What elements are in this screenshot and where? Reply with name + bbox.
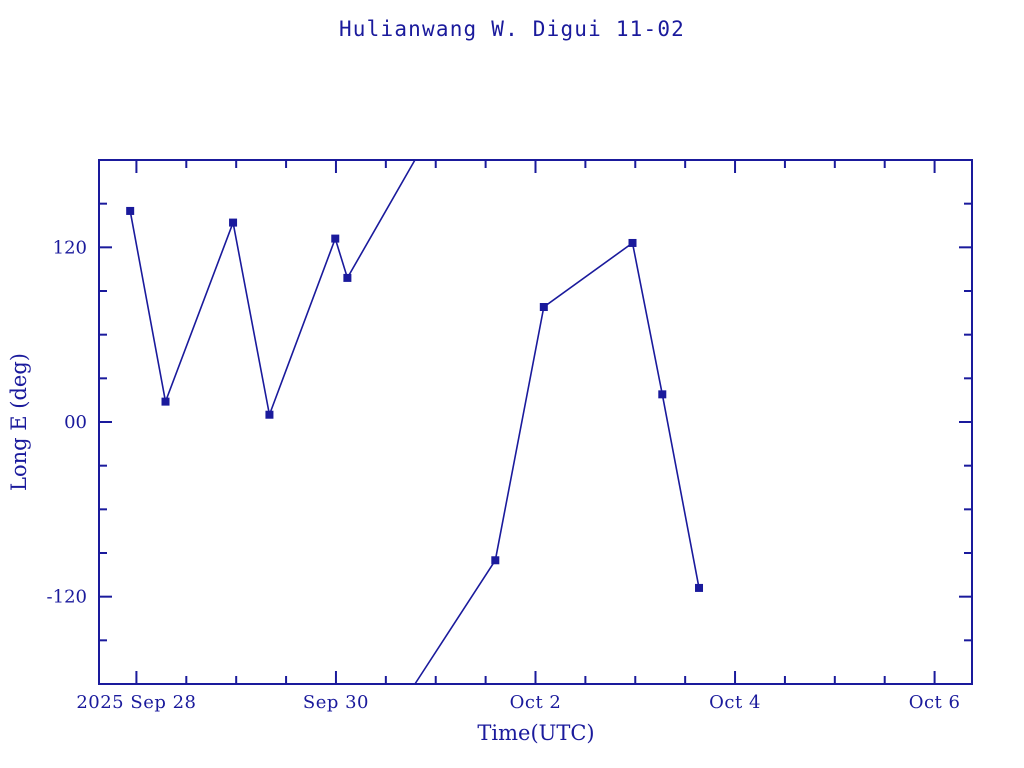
data-point-marker — [695, 583, 704, 592]
data-point-marker — [628, 238, 637, 247]
data-point-marker — [343, 273, 352, 282]
data-point-marker — [229, 218, 238, 227]
data-series-lines — [129, 159, 700, 685]
data-point-marker — [331, 234, 340, 243]
y-tick-label: -120 — [47, 587, 87, 608]
x-axis-title: Time(UTC) — [477, 721, 594, 745]
x-tick-label: 2025 Sep 28 — [76, 692, 196, 713]
page-title: Hulianwang W. Digui 11-02 — [338, 17, 686, 41]
data-point-marker — [161, 397, 170, 406]
x-tick-label: Sep 30 — [303, 692, 369, 713]
x-axis-tick-labels: 2025 Sep 28 Sep 30 Oct 2 Oct 4 Oct 6 — [76, 692, 960, 713]
x-tick-label: Oct 4 — [709, 692, 761, 713]
y-axis-ticks — [99, 202, 972, 642]
y-tick-label: 120 — [53, 237, 87, 258]
series-line — [129, 159, 416, 418]
data-point-marker — [265, 410, 274, 419]
x-tick-label: Oct 2 — [510, 692, 562, 713]
x-tick-label: Oct 6 — [909, 692, 961, 713]
data-point-marker — [658, 390, 667, 399]
data-series-markers — [126, 206, 704, 592]
data-point-marker — [126, 206, 135, 215]
series-line — [414, 241, 700, 685]
y-tick-label: 00 — [64, 412, 87, 433]
y-axis-title: Long E (deg) — [7, 353, 31, 491]
plot-frame — [98, 159, 973, 685]
data-point-marker — [491, 556, 500, 565]
x-axis-ticks — [135, 160, 936, 684]
y-axis-tick-labels: 120 00 -120 — [47, 237, 87, 607]
data-point-marker — [539, 303, 548, 312]
